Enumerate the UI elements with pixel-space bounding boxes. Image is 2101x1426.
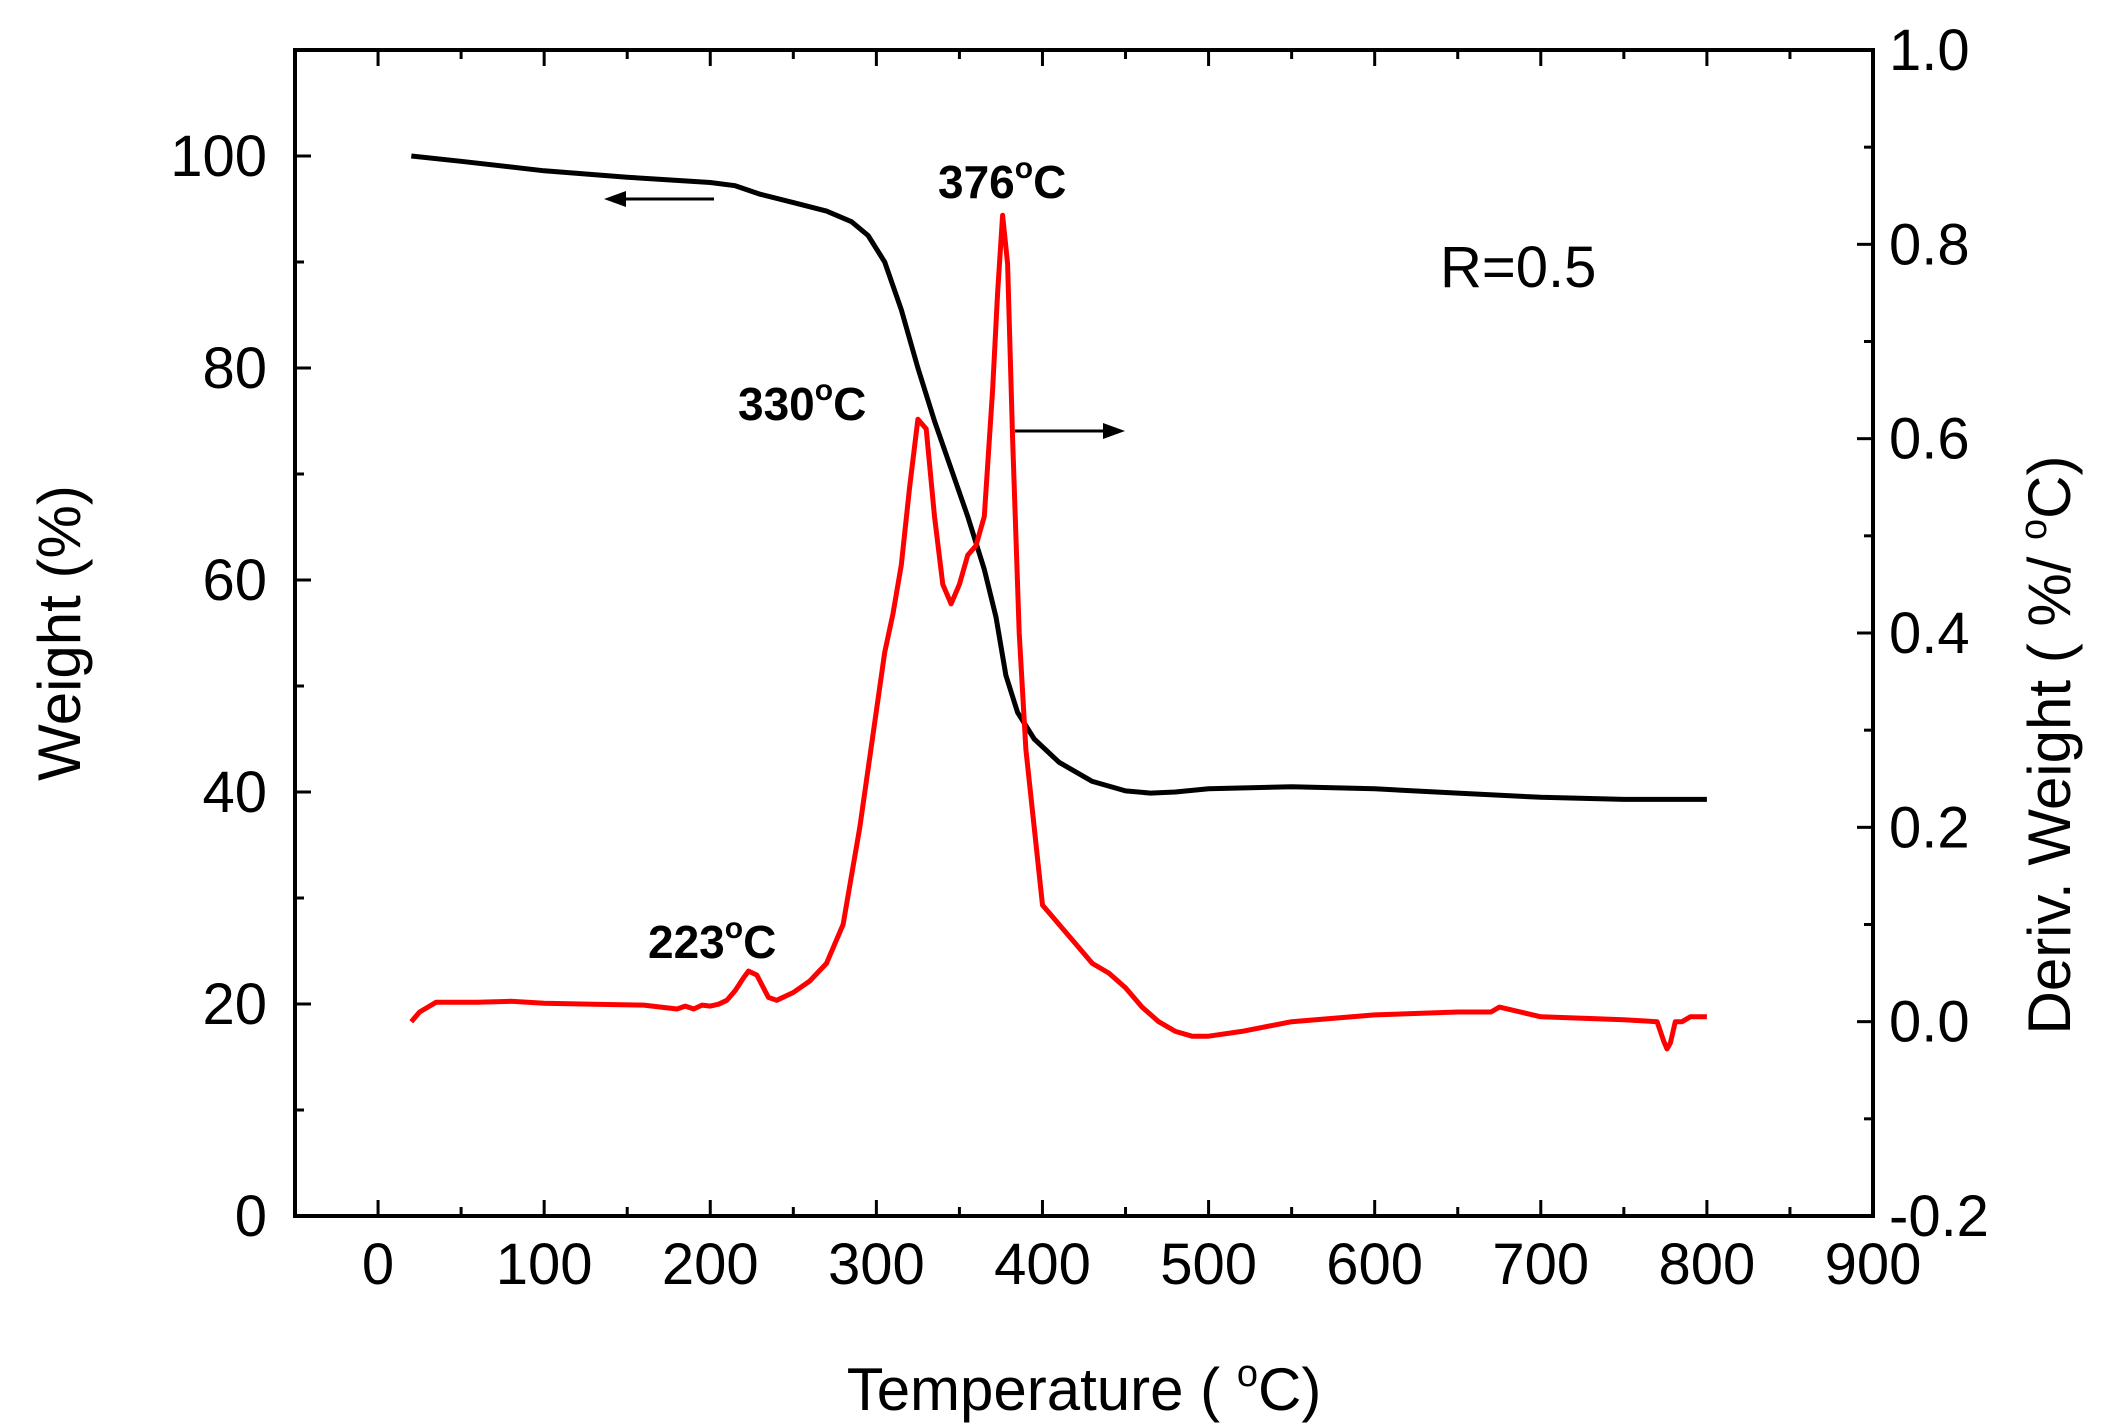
- plot-frame: [293, 48, 1875, 1218]
- y-right-tick-label: 0.8: [1889, 212, 1970, 277]
- y-axis-right-label-sup: o: [2013, 519, 2055, 540]
- y-right-tick-label: 0.4: [1889, 601, 1970, 666]
- peak-376-unit: C: [1033, 156, 1066, 208]
- y-left-tick-label: 20: [202, 972, 267, 1037]
- r-annotation: R=0.5: [1440, 235, 1596, 300]
- x-axis-label-sup: o: [1237, 1353, 1258, 1395]
- series-group: [409, 153, 1707, 1052]
- x-tick-label: 400: [994, 1232, 1091, 1297]
- peak-label-223: 223oC: [648, 912, 776, 968]
- peak-label-330: 330oC: [738, 374, 866, 430]
- x-axis-label-prefix: Temperature (: [847, 1356, 1237, 1423]
- x-tick-label: 300: [828, 1232, 925, 1297]
- peak-330-unit: C: [833, 378, 866, 430]
- deriv-axis-arrow: [1015, 423, 1125, 439]
- y-right-tick-label: -0.2: [1889, 1184, 1989, 1249]
- x-tick-label: 900: [1825, 1232, 1922, 1297]
- x-tick-label: 0: [362, 1232, 394, 1297]
- y-axis-right-label-suffix: C): [2016, 455, 2083, 518]
- y-right-tick-label: 1.0: [1889, 18, 1970, 83]
- y-left-tick-label: 0: [235, 1184, 267, 1249]
- y-right-tick-label: 0.2: [1889, 795, 1970, 860]
- y-right-tick-label: 0.6: [1889, 407, 1970, 472]
- peak-330-value: 330: [738, 378, 815, 430]
- peak-376-sup: o: [1015, 152, 1033, 185]
- y-left-tick-label: 40: [202, 760, 267, 825]
- tick-labels-group: 0 100 200 300 400 500 600 700 800 900 0 20 40 60 80 100…: [170, 18, 1989, 1297]
- y-left-tick-label: 60: [202, 548, 267, 613]
- y-left-tick-label: 80: [202, 336, 267, 401]
- x-tick-label: 500: [1160, 1232, 1257, 1297]
- peak-label-376: 376oC: [938, 152, 1066, 208]
- x-tick-label: 100: [496, 1232, 593, 1297]
- x-tick-label: 600: [1326, 1232, 1423, 1297]
- y-axis-right-label: Deriv. Weight ( %/ oC): [2013, 455, 2083, 1034]
- x-axis-label: Temperature ( oC): [847, 1353, 1322, 1423]
- y-axis-left-label: Weight (%): [26, 485, 93, 781]
- peak-223-sup: o: [725, 912, 743, 945]
- ticks-group: [293, 48, 1875, 1218]
- y-axis-right-label-prefix: Deriv. Weight ( %/: [2016, 540, 2083, 1035]
- y-right-tick-label: 0.0: [1889, 990, 1970, 1055]
- peak-223-value: 223: [648, 916, 725, 968]
- x-tick-label: 700: [1492, 1232, 1589, 1297]
- peak-376-value: 376: [938, 156, 1015, 208]
- deriv-weight-curve: [409, 212, 1707, 1052]
- x-tick-label: 800: [1659, 1232, 1756, 1297]
- x-tick-label: 200: [662, 1232, 759, 1297]
- peak-330-sup: o: [815, 374, 833, 407]
- y-left-tick-label: 100: [170, 124, 267, 189]
- x-axis-label-suffix: C): [1258, 1356, 1321, 1423]
- peak-223-unit: C: [743, 916, 776, 968]
- weight-axis-arrow: [604, 191, 714, 207]
